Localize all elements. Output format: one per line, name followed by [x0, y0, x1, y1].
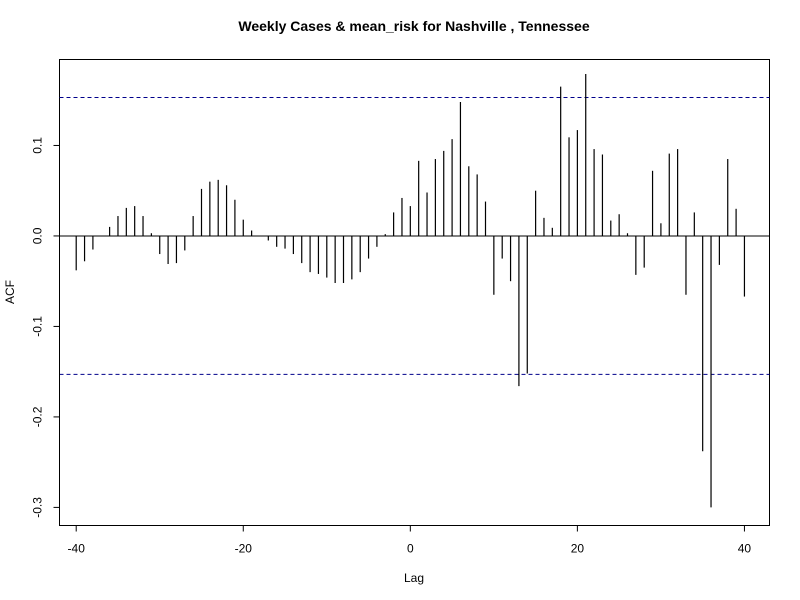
x-tick-label: 0	[407, 542, 414, 556]
x-tick-label: -40	[68, 542, 86, 556]
x-tick-label: 40	[738, 542, 752, 556]
y-tick-label: -0.1	[31, 316, 45, 337]
chart-title: Weekly Cases & mean_risk for Nashville ,…	[238, 18, 589, 34]
y-tick-label: -0.3	[31, 497, 45, 518]
x-tick-label: 20	[571, 542, 585, 556]
y-axis-label: ACF	[3, 280, 17, 304]
y-tick-label: -0.2	[31, 406, 45, 427]
x-axis-label: Lag	[404, 571, 424, 585]
plot-frame	[59, 59, 770, 526]
y-tick-label: 0.1	[31, 137, 45, 154]
x-tick-label: -20	[235, 542, 253, 556]
y-tick-label: 0.0	[31, 227, 45, 244]
